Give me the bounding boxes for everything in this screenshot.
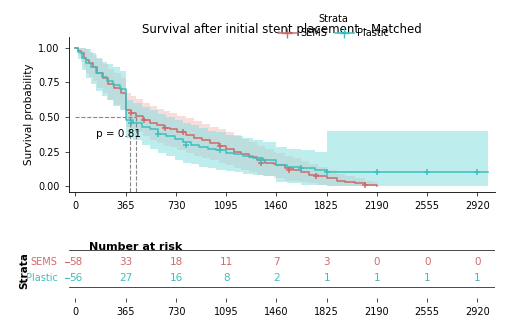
- Point: [323, 170, 331, 175]
- Point: [154, 131, 162, 136]
- Point: [297, 165, 305, 171]
- Y-axis label: Survival probability: Survival probability: [24, 63, 34, 165]
- Point: [216, 148, 224, 153]
- Text: 1: 1: [324, 273, 330, 283]
- Point: [126, 120, 135, 125]
- Text: 33: 33: [119, 258, 132, 268]
- Text: Number at risk: Number at risk: [89, 242, 182, 252]
- Text: 56: 56: [69, 273, 82, 283]
- Title: Survival after initial stent placement - Matched: Survival after initial stent placement -…: [142, 23, 422, 36]
- Text: 1: 1: [373, 273, 380, 283]
- Text: 11: 11: [219, 258, 233, 268]
- Point: [126, 110, 135, 116]
- Text: Plastic: Plastic: [26, 273, 57, 283]
- Text: 2: 2: [273, 273, 280, 283]
- Text: 27: 27: [119, 273, 132, 283]
- Point: [473, 170, 482, 175]
- Text: SEMS: SEMS: [30, 258, 57, 268]
- Point: [179, 130, 187, 135]
- Text: 18: 18: [169, 258, 182, 268]
- Text: 0: 0: [374, 258, 380, 268]
- Text: 7: 7: [273, 258, 280, 268]
- Point: [257, 157, 265, 162]
- Text: 0: 0: [474, 258, 481, 268]
- Text: Strata: Strata: [19, 252, 29, 289]
- Text: 3: 3: [324, 258, 330, 268]
- Point: [312, 174, 321, 179]
- Point: [361, 182, 369, 187]
- Point: [373, 170, 381, 175]
- Point: [140, 117, 148, 122]
- Text: 1: 1: [474, 273, 481, 283]
- Point: [216, 143, 224, 148]
- Text: 0: 0: [424, 258, 430, 268]
- Text: p = 0.81: p = 0.81: [97, 129, 141, 139]
- Text: 16: 16: [169, 273, 182, 283]
- Text: 58: 58: [69, 258, 82, 268]
- Text: 1: 1: [424, 273, 430, 283]
- Point: [181, 142, 189, 147]
- Legend: SEMS, Plastic: SEMS, Plastic: [274, 10, 393, 42]
- Point: [423, 170, 431, 175]
- Point: [285, 167, 293, 172]
- Text: 8: 8: [223, 273, 230, 283]
- Point: [257, 160, 265, 165]
- Point: [161, 125, 169, 131]
